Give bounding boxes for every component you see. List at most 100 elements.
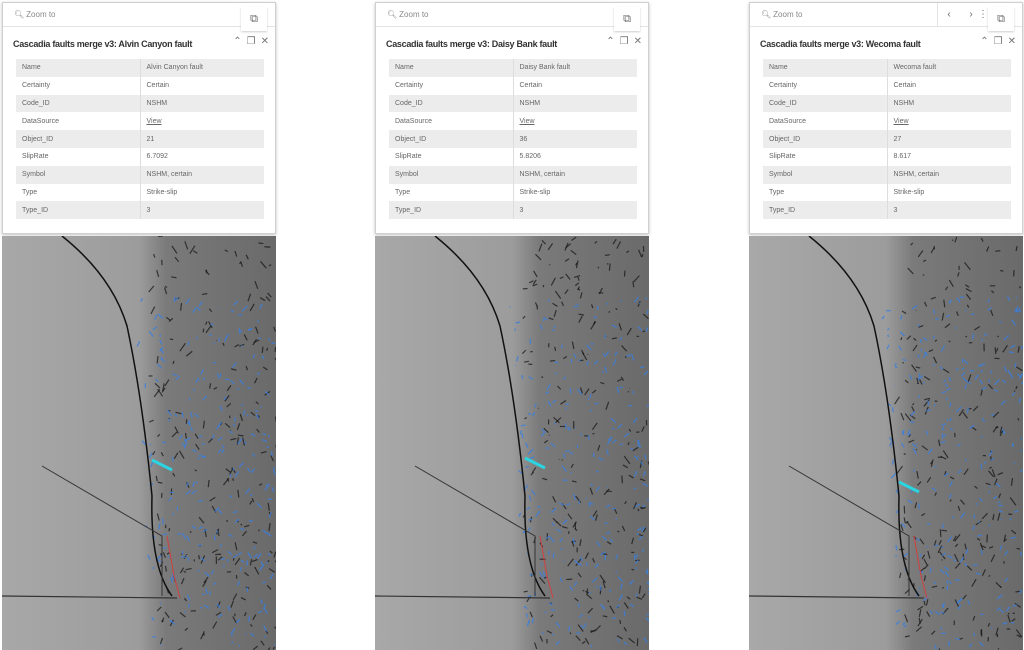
map-view[interactable] — [2, 236, 276, 650]
field-value: Certain — [893, 82, 917, 90]
field-row: DataSource View — [389, 112, 637, 131]
field-value: NSHM — [519, 99, 541, 107]
field-label: Object_ID — [389, 130, 514, 148]
field-label: Object_ID — [16, 130, 141, 148]
field-row: Type Strike-slip — [389, 183, 637, 202]
field-row: SlipRate 8.617 — [763, 147, 1011, 166]
field-value: Strike-slip — [146, 188, 178, 196]
field-row: Name Wecoma fault — [763, 59, 1011, 77]
field-value: Certain — [146, 82, 170, 90]
field-row: Certainty Certain — [16, 76, 264, 95]
plate-boundary-line — [749, 595, 925, 599]
field-value: NSHM, certain — [519, 171, 566, 179]
zoom-to-button[interactable]: 🔍︎ Zoom to — [14, 10, 56, 19]
field-label: DataSource — [389, 112, 514, 131]
field-label: Type_ID — [763, 201, 888, 220]
field-row: Code_ID NSHM — [16, 94, 264, 113]
field-label: DataSource — [763, 112, 888, 131]
popup-panel: 🔍︎ Zoom to ⧉ Cascadia faults merge v3: Da… — [375, 0, 649, 650]
field-row: SlipRate 6.7092 — [16, 147, 264, 166]
field-row: Type_ID 3 — [389, 201, 637, 220]
field-label: Type_ID — [389, 201, 514, 220]
feature-nav: ‹ › — [937, 3, 982, 27]
chevron-right-icon[interactable]: › — [969, 9, 973, 20]
chevron-left-icon[interactable]: ‹ — [947, 9, 951, 20]
field-value: NSHM — [893, 99, 915, 107]
dock-icon[interactable]: ❐ — [246, 36, 256, 47]
field-row: SlipRate 5.8206 — [389, 147, 637, 166]
attribute-table: Name Alvin Canyon fault Certainty Certain Co… — [16, 59, 264, 220]
field-value: Certain — [519, 82, 543, 90]
magnifier-plus-icon: 🔍︎ — [761, 10, 772, 19]
zoom-to-button[interactable]: 🔍︎ Zoom to — [387, 10, 429, 19]
popup-panel: 🔍︎ Zoom to ‹ › ⋮ ⧉ Cascadia faults merge v3… — [749, 0, 1023, 650]
field-value[interactable]: View — [519, 117, 535, 125]
field-row: Type Strike-slip — [763, 183, 1011, 202]
field-value: 21 — [146, 135, 155, 143]
field-row: Name Daisy Bank fault — [389, 59, 637, 77]
map-view[interactable] — [375, 236, 649, 650]
chevron-up-icon[interactable]: ⌃ — [606, 36, 615, 47]
more-vertical-icon[interactable]: ⋮ — [978, 9, 988, 20]
field-row: Object_ID 36 — [389, 130, 637, 148]
field-row: Symbol NSHM, certain — [763, 165, 1011, 184]
field-label: Object_ID — [763, 130, 888, 148]
field-label: Symbol — [389, 165, 514, 184]
feature-popup: 🔍︎ Zoom to ⧉ Cascadia faults merge v3: Da… — [375, 2, 649, 234]
field-value: 3 — [519, 206, 524, 214]
close-icon[interactable]: ✕ — [633, 36, 642, 47]
map-view[interactable] — [749, 236, 1023, 650]
field-value: 5.8206 — [519, 153, 541, 161]
popup-toolbar: 🔍︎ Zoom to ⧉ — [376, 3, 648, 31]
zoom-to-button[interactable]: 🔍︎ Zoom to — [761, 10, 803, 19]
field-value: Wecoma fault — [893, 64, 937, 72]
dock-icon[interactable]: ❐ — [993, 36, 1003, 47]
field-value[interactable]: View — [893, 117, 909, 125]
dock-icon[interactable]: ❐ — [619, 36, 629, 47]
popup-panel: 🔍︎ Zoom to ⧉ Cascadia faults merge v3: Al… — [2, 0, 276, 650]
magnifier-plus-icon: 🔍︎ — [387, 10, 398, 19]
open-external-icon[interactable]: ⧉ — [241, 7, 267, 31]
open-external-icon[interactable]: ⧉ — [988, 7, 1014, 31]
open-external-icon[interactable]: ⧉ — [614, 7, 640, 31]
field-label: Type_ID — [16, 201, 141, 220]
field-label: Type — [763, 183, 888, 202]
hillshade-map — [2, 236, 276, 650]
field-label: Certainty — [389, 76, 514, 95]
field-value: 8.617 — [893, 153, 912, 161]
field-row: Object_ID 27 — [763, 130, 1011, 148]
field-label: Code_ID — [763, 94, 888, 113]
field-value: NSHM, certain — [146, 171, 193, 179]
chevron-up-icon[interactable]: ⌃ — [233, 36, 242, 47]
feature-popup: 🔍︎ Zoom to ‹ › ⋮ ⧉ Cascadia faults merge v3… — [749, 2, 1023, 234]
field-value: 6.7092 — [146, 153, 168, 161]
field-label: SlipRate — [389, 147, 514, 166]
field-label: Certainty — [763, 76, 888, 95]
field-row: Code_ID NSHM — [389, 94, 637, 113]
field-row: Type_ID 3 — [16, 201, 264, 220]
close-icon[interactable]: ✕ — [1007, 36, 1016, 47]
attribute-table: Name Wecoma fault Certainty Certain Code_ID N… — [763, 59, 1011, 220]
field-label: Type — [389, 183, 514, 202]
popup-title: Cascadia faults merge v3: Wecoma fault ⌃… — [760, 36, 1016, 49]
plate-boundary-line — [2, 595, 178, 599]
fracture-zone-line — [41, 465, 163, 596]
plate-boundary-line — [375, 595, 551, 599]
field-label: Symbol — [16, 165, 141, 184]
popup-title: Cascadia faults merge v3: Alvin Canyon f… — [13, 36, 269, 49]
field-value: 3 — [893, 206, 898, 214]
offshore-faults — [913, 535, 928, 599]
field-row: Certainty Certain — [389, 76, 637, 95]
field-row: DataSource View — [16, 112, 264, 131]
field-value: 27 — [893, 135, 902, 143]
selected-fault — [151, 458, 173, 472]
field-label: Code_ID — [16, 94, 141, 113]
field-value: Alvin Canyon fault — [146, 64, 203, 72]
cascadia-trench-line — [434, 236, 546, 597]
field-label: Name — [389, 59, 514, 77]
chevron-up-icon[interactable]: ⌃ — [980, 36, 989, 47]
offshore-faults — [166, 535, 181, 599]
close-icon[interactable]: ✕ — [260, 36, 269, 47]
field-value[interactable]: View — [146, 117, 162, 125]
cascadia-trench-line — [61, 236, 173, 597]
